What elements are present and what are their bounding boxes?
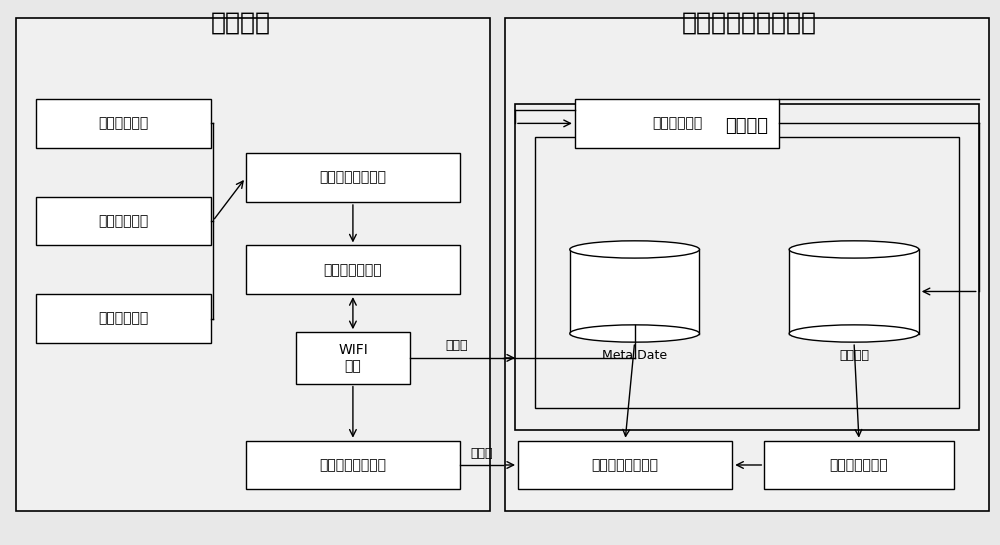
Bar <box>789 250 919 334</box>
Bar <box>16 17 490 511</box>
Bar <box>246 440 460 489</box>
Bar <box>36 197 211 245</box>
Bar <box>246 245 460 294</box>
Bar <box>570 250 699 334</box>
Text: 互联网: 互联网 <box>445 340 468 353</box>
Ellipse shape <box>570 241 699 258</box>
Text: 服务数据发送模块: 服务数据发送模块 <box>592 458 659 472</box>
Text: 数据处理模块: 数据处理模块 <box>652 117 702 130</box>
Text: 运行日志模块: 运行日志模块 <box>98 312 149 325</box>
Bar <box>36 99 211 148</box>
Bar <box>518 440 732 489</box>
Bar <box>575 99 779 148</box>
Bar <box>36 294 211 343</box>
Bar <box>515 105 979 430</box>
Text: 特征值提取客户端: 特征值提取客户端 <box>319 171 386 185</box>
Text: 互联网: 互联网 <box>470 446 493 459</box>
Ellipse shape <box>570 325 699 342</box>
Text: 温度采集模块: 温度采集模块 <box>98 117 149 130</box>
Text: WIFI
模组: WIFI 模组 <box>338 343 368 373</box>
Text: 图像采集模块: 图像采集模块 <box>98 214 149 228</box>
Text: 智能空调: 智能空调 <box>211 11 271 35</box>
Text: Meta Date: Meta Date <box>602 349 667 362</box>
Bar <box>535 137 959 408</box>
Text: 智能空调云服务平台: 智能空调云服务平台 <box>682 11 817 35</box>
Text: 空调智能控制模块: 空调智能控制模块 <box>319 458 386 472</box>
Ellipse shape <box>789 325 919 342</box>
Bar <box>764 440 954 489</box>
Text: 特征图谱: 特征图谱 <box>839 349 869 362</box>
Ellipse shape <box>789 241 919 258</box>
Text: 数据收发客户端: 数据收发客户端 <box>324 263 382 277</box>
Bar <box>246 153 460 202</box>
Bar <box>296 332 410 384</box>
Text: 协议簇封装模块: 协议簇封装模块 <box>830 458 888 472</box>
Bar <box>505 17 989 511</box>
Text: 数据中心: 数据中心 <box>725 117 768 135</box>
